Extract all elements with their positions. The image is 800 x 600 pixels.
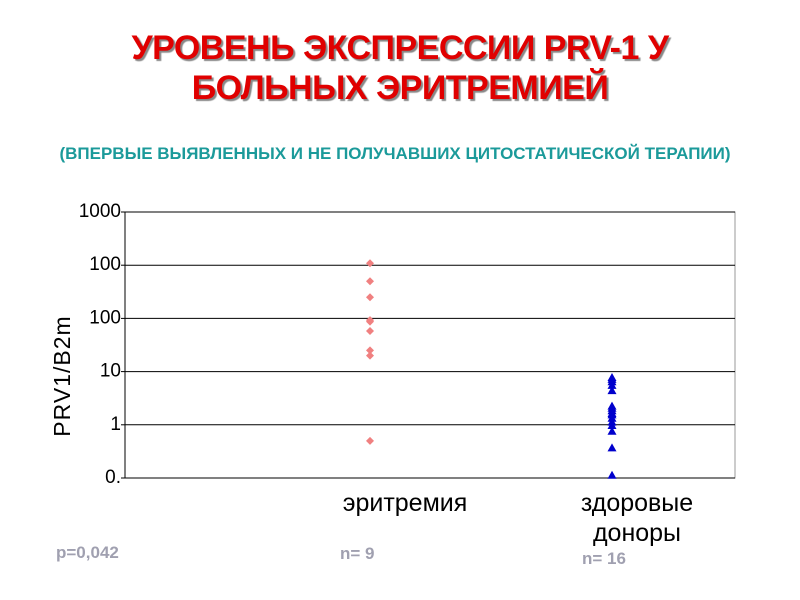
y-tick-label: 1	[110, 414, 121, 435]
x-tick-label: здоровые доноры	[580, 489, 694, 547]
point	[607, 386, 617, 395]
y-tick-label: 100	[89, 254, 121, 275]
point	[366, 259, 374, 268]
p-value: p=0,042	[56, 543, 119, 562]
y-tick-label: 100	[89, 307, 121, 328]
x-tick-label: эритремия	[342, 489, 468, 517]
y-axis-label: PRV1/B2m	[49, 315, 75, 436]
y-tick-label: 1000	[79, 201, 121, 222]
point	[366, 326, 374, 335]
point	[366, 351, 374, 360]
y-tick-label: 10	[100, 361, 121, 382]
plot-border	[124, 211, 736, 479]
point	[366, 293, 374, 302]
y-tick-label: 0.	[105, 467, 121, 488]
point	[607, 443, 617, 452]
point	[366, 346, 374, 355]
point	[607, 426, 617, 435]
point	[607, 420, 617, 429]
point	[607, 470, 617, 479]
point	[366, 436, 374, 445]
point	[366, 317, 374, 326]
n-count: n= 16	[582, 549, 626, 568]
n-count: n= 9	[340, 544, 375, 563]
subtitle: (ВПЕРВЫЕ ВЫЯВЛЕННЫХ И НЕ ПОЛУЧАВШИХ ЦИТО…	[59, 144, 731, 163]
point	[607, 380, 617, 389]
title: УРОВЕНЬ ЭКСПРЕССИИ PRV-1 У БОЛЬНЫХ ЭРИТР…	[131, 29, 669, 107]
point	[366, 277, 374, 286]
